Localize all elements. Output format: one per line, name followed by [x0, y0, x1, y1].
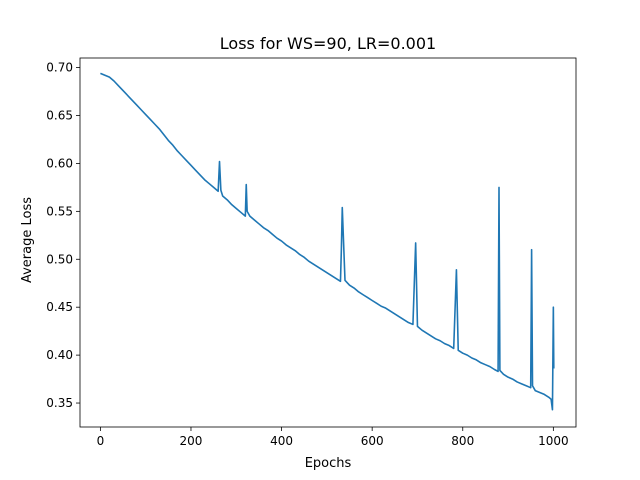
x-tick-label: 400: [270, 434, 293, 448]
y-tick-label: 0.45: [46, 300, 73, 314]
y-tick-label: 0.50: [46, 252, 73, 266]
plot-area: 0 200 400 600 800 1000 0.35 0.40 0.45 0.50 0.55 0.6…: [46, 57, 577, 448]
y-tick-label: 0.65: [46, 109, 73, 123]
x-tick-label: 0: [97, 434, 105, 448]
x-axis-label: Epochs: [305, 456, 352, 471]
chart-title: Loss for WS=90, LR=0.001: [220, 34, 436, 53]
y-axis-label: Average Loss: [20, 197, 35, 283]
y-tick-label: 0.35: [46, 396, 73, 410]
y-tick-label: 0.55: [46, 204, 73, 218]
x-tick-label: 600: [361, 434, 384, 448]
axes-frame: [79, 57, 577, 428]
x-tick-label: 1000: [538, 434, 569, 448]
loss-series-line: [100, 72, 555, 411]
x-tick-label: 800: [451, 434, 474, 448]
y-tick-label: 0.70: [46, 61, 73, 75]
x-tick-label: 200: [180, 434, 203, 448]
y-tick-label: 0.40: [46, 348, 73, 362]
y-tick-label: 0.60: [46, 156, 73, 170]
